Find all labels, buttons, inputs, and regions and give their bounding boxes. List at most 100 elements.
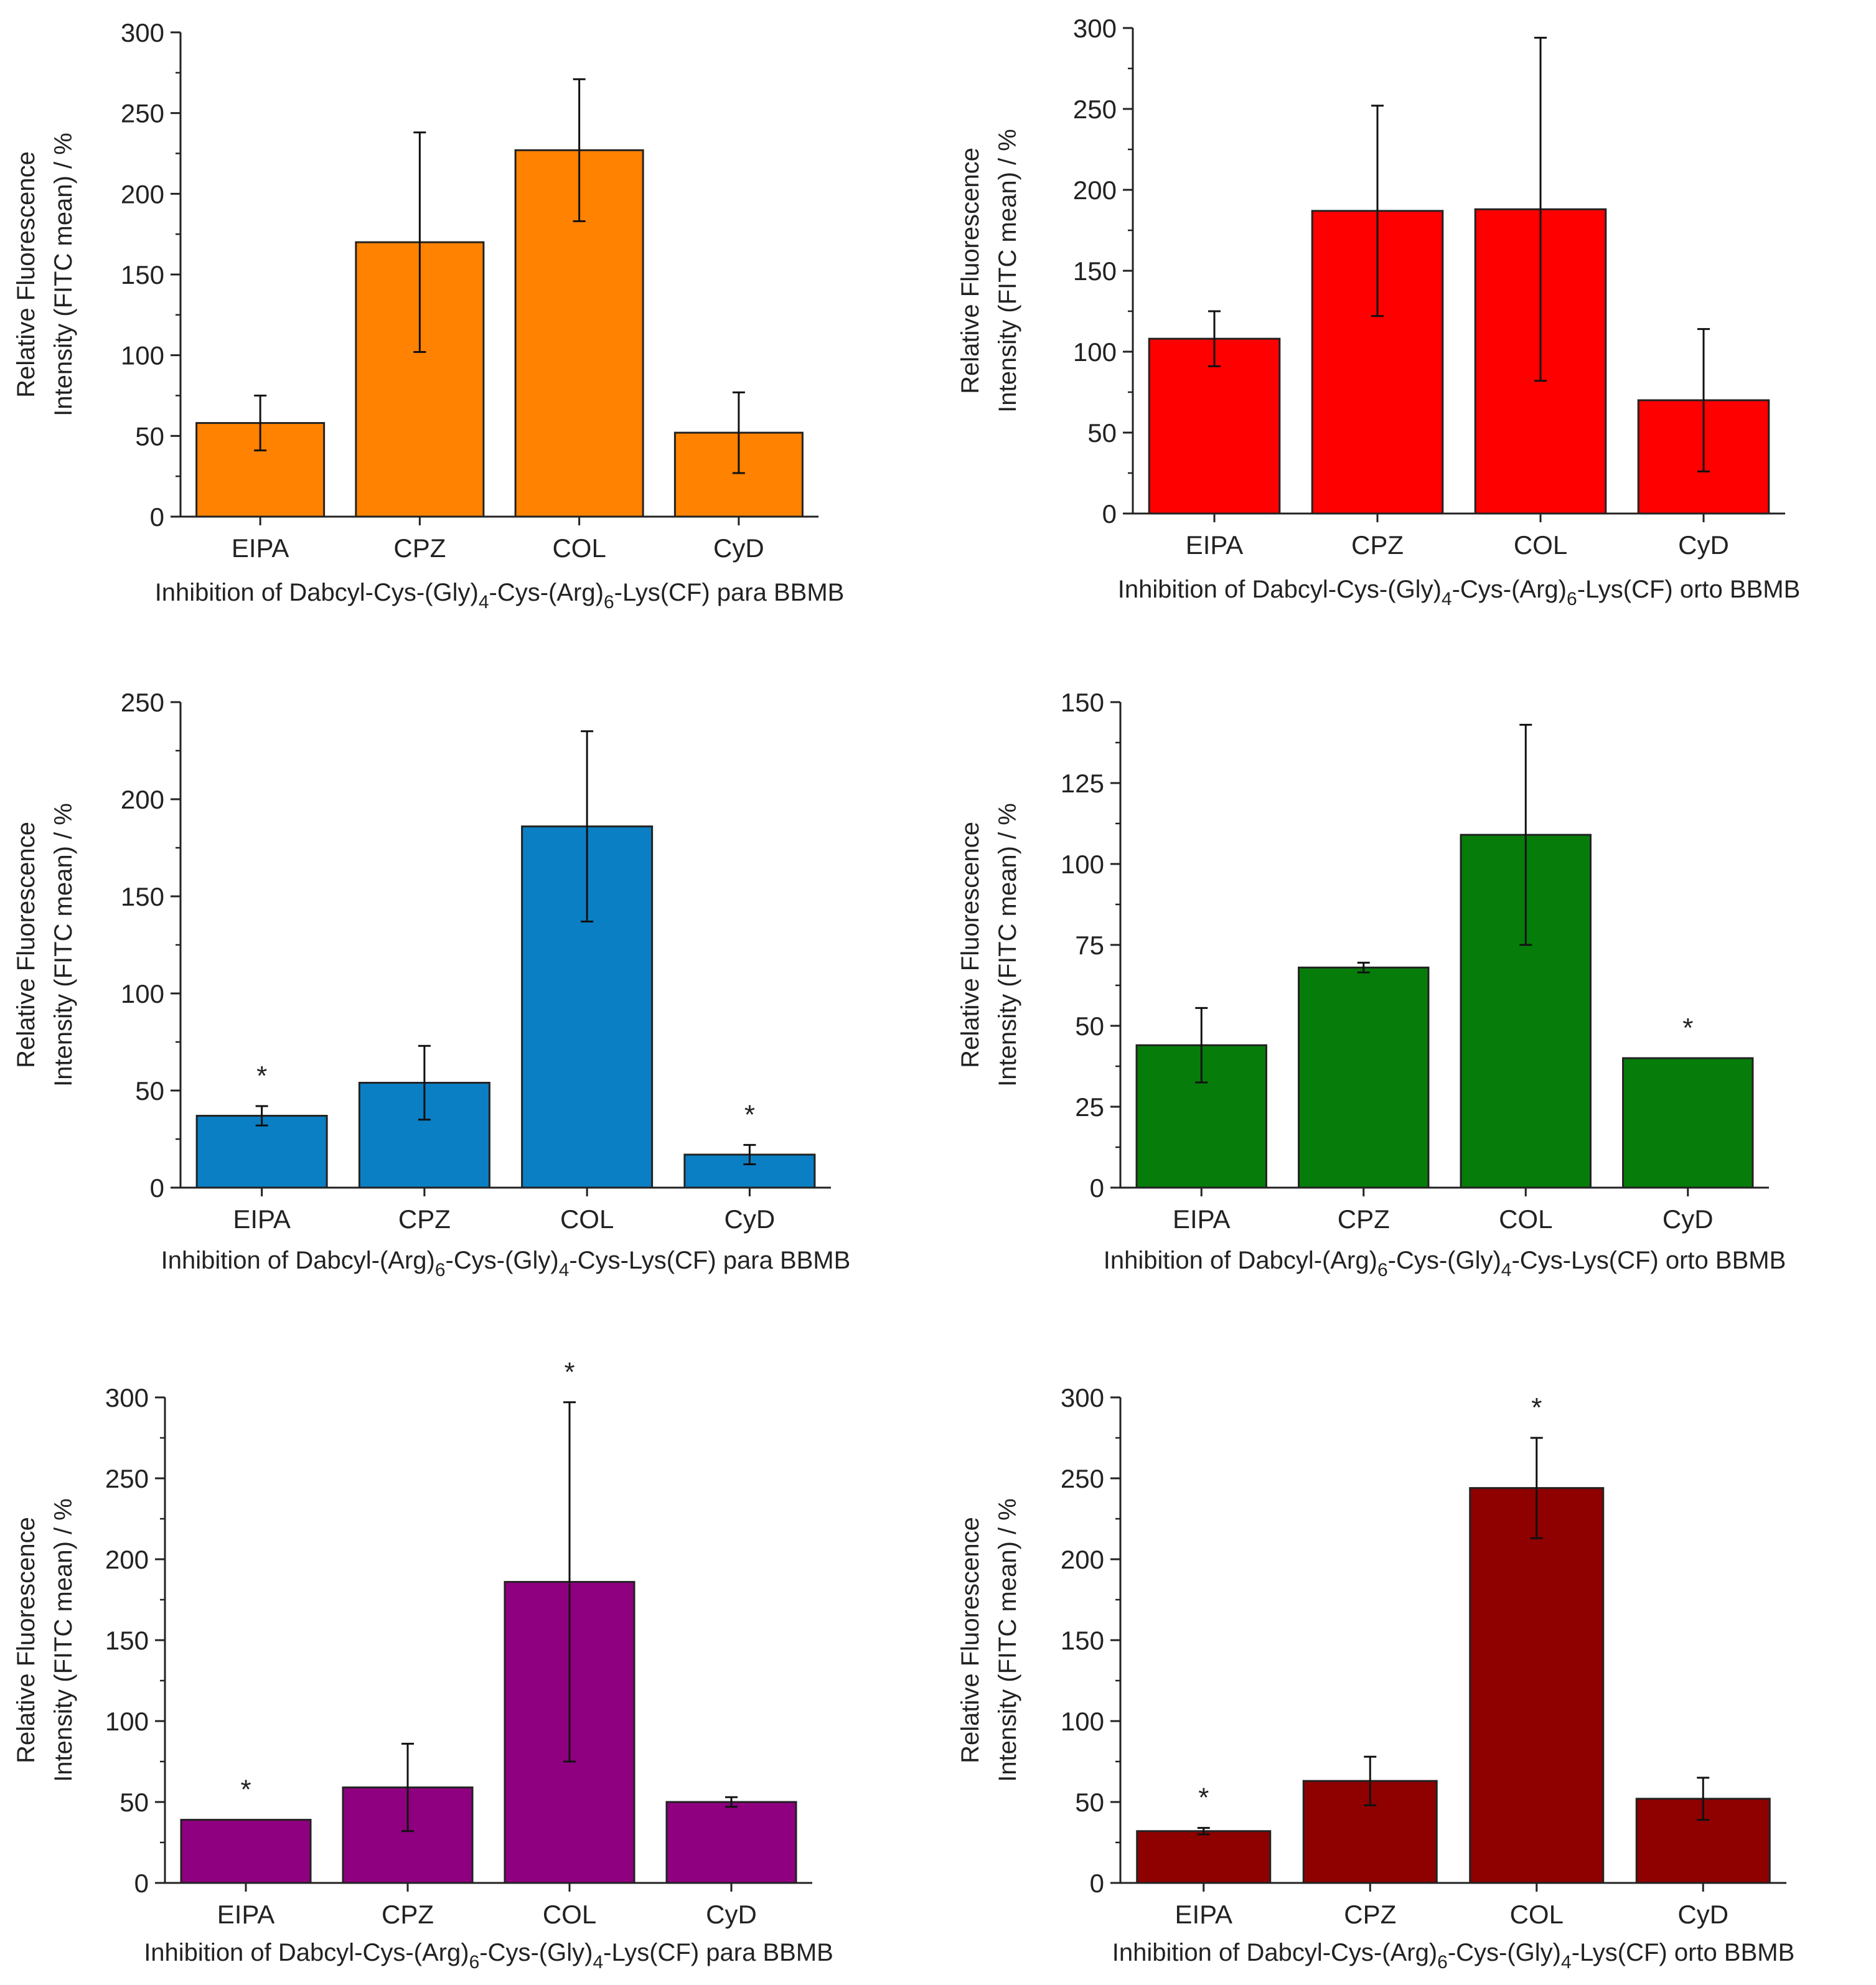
x-tick-label: CPZ [1344,1900,1396,1929]
y-tick-label: 250 [105,1464,149,1493]
y-tick-label: 0 [1090,1173,1104,1203]
chart-panel-6: 0 50 100 150 200 250 300 * EIPA CPZ * COL CyD Relativ… [957,1383,1794,1973]
significance-star: * [1531,1392,1542,1423]
x-axis-label-sub1: 6 [1437,1952,1448,1973]
y-tick-label: 150 [1061,1626,1104,1655]
x-axis-label-c: -Lys(CF) para BBMB [603,1939,833,1966]
x-axis-label-sub2: 4 [1561,1952,1572,1973]
y-tick-label: 250 [1073,95,1117,124]
y-axis-label-line1: Relative Fluorescence [957,148,984,394]
x-axis-label-c: -Cys-Lys(CF) para BBMB [569,1247,850,1274]
x-tick-label: COL [552,533,606,563]
x-tick-label: CyD [713,533,764,563]
chart-panel-3: 0 50 100 150 200 250 * EIPA CPZ COL * CyD Relative F… [12,688,850,1280]
x-tick-label: CyD [706,1900,757,1929]
x-axis-label-c: -Lys(CF) orto BBMB [1577,576,1801,603]
x-axis-label-sub1: 6 [435,1260,446,1280]
x-axis-label-b: -Cys-(Gly) [446,1247,559,1274]
y-axis-label-line1: Relative Fluorescence [957,822,984,1068]
x-axis-label-sub1: 4 [1442,589,1452,609]
x-axis-label: Inhibition of Dabcyl-Cys-(Arg)6-Cys-(Gly… [1112,1939,1795,1973]
y-tick-label: 250 [121,99,164,128]
x-axis-label: Inhibition of Dabcyl-Cys-(Gly)4-Cys-(Arg… [155,579,845,612]
x-tick-label: CPZ [382,1900,434,1929]
x-tick-label: CPZ [1338,1204,1390,1234]
bar-COL [1469,1487,1605,1884]
y-tick-label: 0 [150,502,164,532]
x-tick-label: CPZ [398,1204,451,1234]
x-axis-label-b: -Cys-(Arg) [1452,576,1567,603]
x-axis-label-sub2: 4 [1501,1260,1512,1280]
significance-star: * [1198,1783,1209,1813]
y-tick-label: 0 [150,1173,164,1203]
y-axis-label-line2: Intensity (FITC mean) / % [994,1498,1021,1782]
significance-star: * [256,1061,267,1091]
y-tick-label: 25 [1075,1092,1104,1122]
y-tick-label: 200 [105,1545,149,1574]
chart-panel-4: 0 25 50 75 100 125 150 EIPA CPZ COL * CyD Relative F… [957,688,1786,1280]
y-tick-label: 150 [121,882,164,911]
significance-star: * [1682,1013,1693,1043]
y-tick-label: 100 [1061,850,1104,879]
x-axis-label-sub2: 4 [593,1952,603,1973]
significance-star: * [744,1099,755,1130]
y-tick-label: 50 [1075,1788,1104,1817]
x-axis-label-a: Inhibition of Dabcyl-(Arg) [1104,1247,1377,1274]
x-axis-label-a: Inhibition of Dabcyl-Cys-(Gly) [155,579,479,606]
y-axis-label: Relative Fluorescence Intensity (FITC mea… [12,133,77,416]
y-axis-label-line1: Relative Fluorescence [12,151,40,398]
y-tick-label: 50 [120,1788,149,1817]
y-tick-label: 100 [121,341,164,370]
y-axis-label: Relative Fluorescence Intensity (FITC mea… [12,1498,77,1782]
y-axis-label-line2: Intensity (FITC mean) / % [50,133,77,416]
x-axis-label-sub2: 6 [604,592,614,612]
y-tick-label: 150 [1061,688,1104,717]
x-axis-label-b: -Cys-(Arg) [489,579,604,606]
x-tick-label: CyD [1663,1204,1714,1234]
x-axis-label-sub1: 6 [469,1952,480,1973]
y-tick-label: 200 [121,785,164,814]
chart-panel-1: 0 50 100 150 200 250 300 EIPA CPZ COL CyD Relative … [12,18,844,612]
y-tick-label: 250 [121,688,164,717]
bar-EIPA [1148,337,1281,515]
x-axis-label: Inhibition of Dabcyl-Cys-(Gly)4-Cys-(Arg… [1118,576,1801,609]
x-tick-label: EIPA [217,1900,275,1929]
chart-panel-5: 0 50 100 150 200 250 300 * EIPA CPZ * COL CyD Relativ… [12,1357,833,1973]
significance-star: * [240,1775,251,1805]
x-tick-label: COL [1499,1204,1552,1234]
y-tick-label: 150 [121,260,164,289]
x-tick-label: CPZ [393,533,446,563]
y-axis-label: Relative Fluorescence Intensity (FITC mea… [957,129,1021,413]
y-tick-label: 50 [135,1076,164,1105]
y-axis-label-line2: Intensity (FITC mean) / % [994,803,1021,1087]
y-axis-label: Relative Fluorescence Intensity (FITC mea… [957,803,1021,1087]
y-axis-label: Relative Fluorescence Intensity (FITC mea… [957,1498,1021,1782]
x-axis-label-a: Inhibition of Dabcyl-Cys-(Arg) [144,1939,469,1966]
y-tick-label: 50 [1075,1011,1104,1041]
y-tick-label: 100 [105,1707,149,1736]
x-axis-label-b: -Cys-(Gly) [1448,1939,1561,1966]
y-tick-label: 300 [121,18,164,47]
x-tick-label: EIPA [233,1204,291,1234]
y-tick-label: 200 [1073,176,1117,205]
x-tick-label: CyD [1677,1900,1728,1929]
bar-CPZ [1298,966,1430,1189]
y-tick-label: 0 [134,1869,149,1898]
y-tick-label: 200 [121,179,164,209]
x-tick-label: EIPA [232,533,289,563]
y-axis-label-line2: Intensity (FITC mean) / % [50,1498,77,1782]
y-axis-label-line1: Relative Fluorescence [12,1517,40,1763]
y-tick-label: 50 [1087,418,1117,448]
x-axis-label: Inhibition of Dabcyl-Cys-(Arg)6-Cys-(Gly… [144,1939,833,1973]
y-tick-label: 100 [121,979,164,1008]
significance-star: * [564,1357,575,1387]
y-tick-label: 150 [1073,256,1117,286]
bar-EIPA [1136,1830,1272,1884]
y-axis-label-line2: Intensity (FITC mean) / % [994,129,1021,413]
x-axis-label-c: -Lys(CF) orto BBMB [1572,1939,1795,1966]
y-axis-label: Relative Fluorescence Intensity (FITC mea… [12,803,77,1087]
x-tick-label: EIPA [1186,530,1244,560]
y-axis-label-line1: Relative Fluorescence [957,1517,984,1763]
x-axis-label-a: Inhibition of Dabcyl-(Arg) [161,1247,435,1274]
x-tick-label: CyD [1678,530,1729,560]
